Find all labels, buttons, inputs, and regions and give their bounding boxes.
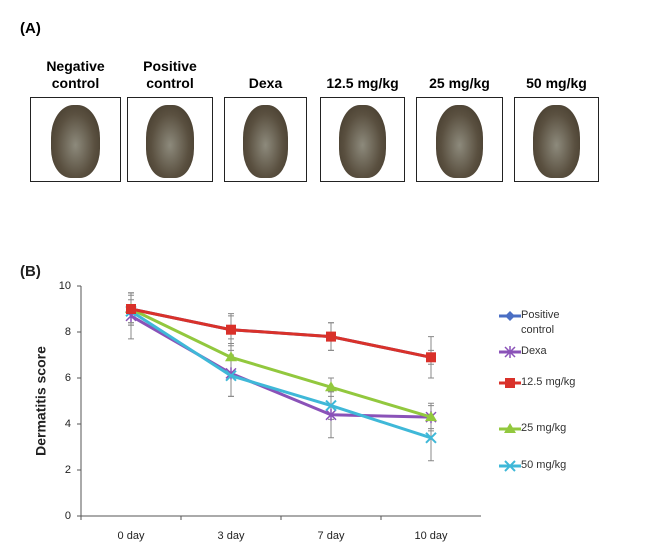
marker [504,423,516,433]
marker [225,351,237,362]
group-label: Negative control [46,58,105,91]
mouse-photo [514,97,599,182]
series-line [130,307,432,419]
marker [505,311,515,321]
marker [126,304,136,314]
legend-entry: 50 mg/kg [521,459,567,471]
x-tick-label: 3 day [218,530,245,542]
group-label: 12.5 mg/kg [326,75,399,91]
legend-label: Positive control [521,309,560,336]
marker [425,411,437,422]
mouse-image [533,104,580,178]
marker [504,460,516,472]
mouse-photo [127,97,213,182]
legend-entry: Dexa [521,345,547,357]
y-axis-label: Dermatitis score [33,346,49,456]
marker [425,432,437,444]
legend-label: Dexa [521,345,547,357]
mouse-image [339,104,386,178]
group-label: Dexa [248,75,283,91]
y-tick-label: 0 [65,510,71,522]
legend-entry: 25 mg/kg [521,422,567,434]
y-tick-label: 2 [65,464,71,476]
mouse-image [435,104,484,178]
mouse-photo [416,97,503,182]
marker [325,381,337,392]
legend-label: 12.5 mg/kg [521,376,576,388]
marker [325,399,337,412]
marker [326,331,336,342]
legend-label: 25 mg/kg [521,422,567,434]
marker [325,408,337,421]
mouse-image [242,104,289,178]
group-label: 50 mg/kg [526,75,587,91]
group-label: Positive control [143,58,197,91]
legend-entry: Positive control [521,309,560,336]
y-tick-label: 10 [59,280,71,292]
group-label: 25 mg/kg [429,75,490,91]
marker [426,352,436,363]
marker [226,324,236,335]
series-line [130,310,432,440]
legend-label: 50 mg/kg [521,459,567,471]
mouse-photo [224,97,307,182]
y-tick-label: 4 [65,418,71,430]
mouse-photo [30,97,121,182]
x-tick-label: 10 day [414,530,448,542]
panel-label: (A) [20,20,41,37]
x-tick-label: 7 day [318,530,345,542]
y-tick-label: 6 [65,372,71,384]
mouse-image [50,104,101,178]
y-tick-label: 8 [65,326,71,338]
series-line [130,307,432,359]
panel-label: (B) [20,263,41,280]
marker [504,346,516,358]
x-tick-label: 0 day [118,530,145,542]
mouse-image [146,104,194,178]
marker [225,369,237,382]
legend-entry: 12.5 mg/kg [521,376,576,388]
mouse-photo [320,97,405,182]
marker [505,378,515,388]
